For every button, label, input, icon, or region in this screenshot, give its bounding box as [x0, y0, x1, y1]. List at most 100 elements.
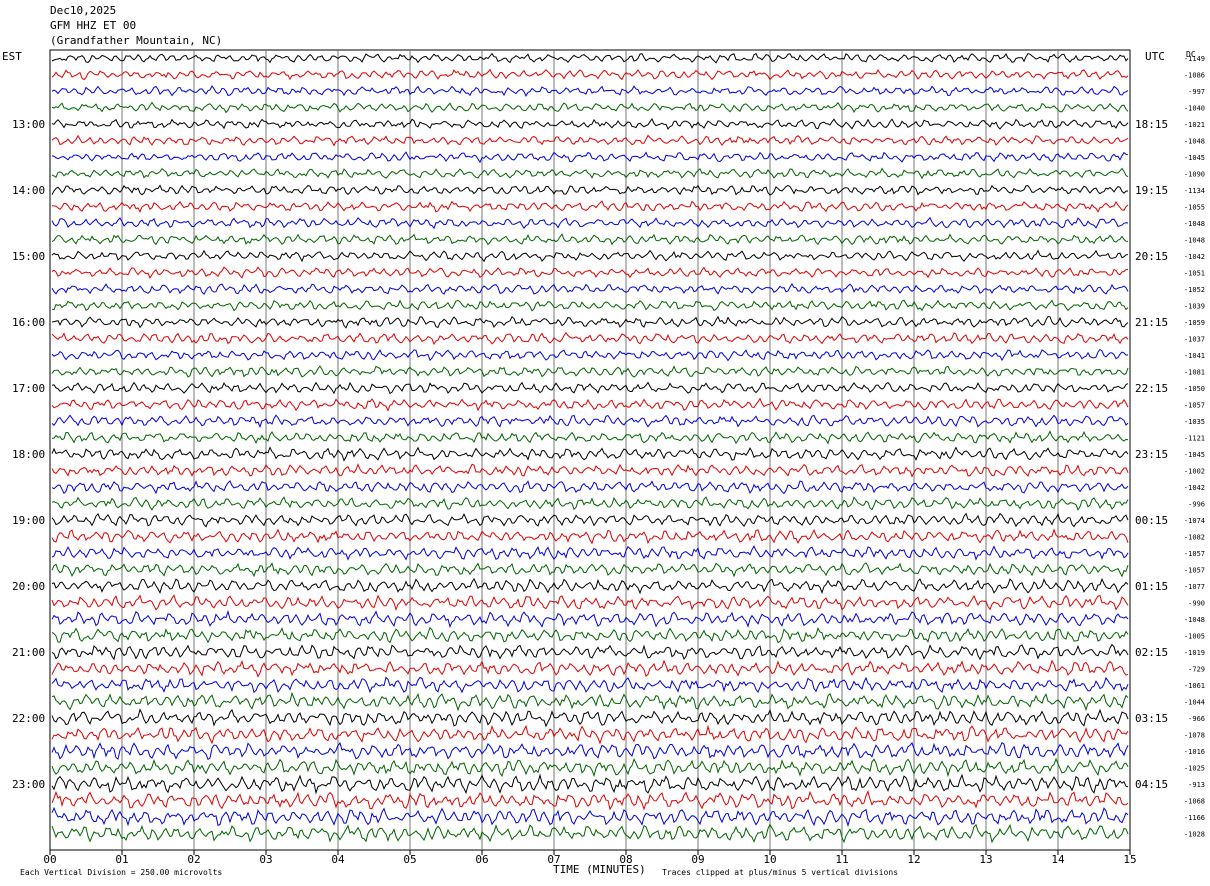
trace-line: [51, 184, 1129, 196]
dc-offset-label: -1121: [1184, 435, 1205, 443]
trace-line: [51, 134, 1129, 147]
dc-offset-label: -729: [1188, 666, 1205, 674]
trace-line: [51, 397, 1129, 412]
x-tick-label: 15: [1123, 853, 1136, 866]
trace-line: [51, 151, 1129, 164]
trace-line: [51, 233, 1129, 246]
trace-line: [51, 562, 1129, 578]
trace-line: [51, 823, 1129, 844]
trace-line: [52, 430, 1129, 445]
dc-offset-label: -1057: [1184, 550, 1205, 558]
dc-offset-label: -1002: [1184, 468, 1205, 476]
x-tick-label: 14: [1051, 853, 1065, 866]
trace-line: [51, 167, 1129, 180]
x-tick-label: 09: [691, 853, 704, 866]
x-tick-label: 08: [619, 853, 632, 866]
trace-line: [51, 315, 1129, 329]
trace-line: [51, 757, 1129, 778]
dc-offset-label: -990: [1188, 600, 1205, 608]
trace-line: [51, 216, 1129, 230]
left-hour-label: 15:00: [12, 250, 45, 263]
right-hour-label: 00:15: [1135, 514, 1168, 527]
x-tick-label: 13: [979, 853, 992, 866]
dc-offset-label: -1082: [1184, 534, 1205, 542]
plot-frame: [49, 49, 1131, 851]
dc-offset-label: -1019: [1184, 649, 1205, 657]
dc-offset-label: -913: [1188, 781, 1205, 789]
right-hour-label: 19:15: [1135, 184, 1168, 197]
trace-line: [51, 200, 1129, 213]
dc-offset-label: -1149: [1184, 55, 1205, 63]
dc-offset-label: -1021: [1184, 121, 1205, 129]
trace-line: [51, 381, 1129, 395]
dc-offset-label: -966: [1188, 715, 1205, 723]
trace-line: [51, 691, 1129, 712]
dc-offset-label: -1055: [1184, 204, 1205, 212]
trace-line: [51, 299, 1129, 312]
dc-label: DC: [1186, 50, 1196, 59]
trace-line: [51, 101, 1129, 114]
dc-offset-label: -1037: [1184, 336, 1205, 344]
x-tick-label: 05: [403, 853, 416, 866]
right-hour-label: 22:15: [1135, 382, 1168, 395]
trace-line: [51, 545, 1129, 561]
x-tick-label: 00: [43, 853, 56, 866]
dc-offset-label: -1035: [1184, 418, 1205, 426]
trace-line: [51, 708, 1129, 728]
right-hour-label: 23:15: [1135, 448, 1168, 461]
x-tick-label: 03: [259, 853, 272, 866]
trace-line: [51, 249, 1129, 263]
dc-offset-label: -1134: [1184, 187, 1205, 195]
location-label: (Grandfather Mountain, NC): [50, 34, 223, 47]
dc-offset-label: -1086: [1184, 72, 1205, 80]
right-hour-label: 20:15: [1135, 250, 1168, 263]
trace-line: [51, 790, 1129, 811]
dc-offset-label: -1005: [1184, 633, 1205, 641]
station-label: GFM HHZ ET 00: [50, 19, 137, 32]
trace-line: [51, 577, 1129, 595]
dc-offset-label: -1077: [1184, 583, 1205, 591]
dc-offset-label: -1042: [1184, 253, 1205, 261]
dc-offset-label: -1016: [1184, 748, 1205, 756]
x-tick-label: 02: [187, 853, 200, 866]
x-tick-label: 01: [115, 853, 128, 866]
dc-offset-label: -1051: [1184, 270, 1205, 278]
dc-offset-label: -1042: [1184, 484, 1205, 492]
trace-line: [51, 512, 1129, 528]
x-tick-label: 12: [907, 853, 920, 866]
dc-offset-label: -1040: [1184, 105, 1205, 113]
dc-offset-label: -1050: [1184, 385, 1205, 393]
dc-offset-label: -997: [1188, 88, 1205, 96]
left-hour-label: 23:00: [12, 778, 45, 791]
right-timezone-label: UTC: [1145, 50, 1165, 63]
trace-line: [51, 331, 1129, 346]
dc-offset-label: -1039: [1184, 303, 1205, 311]
x-axis-label: TIME (MINUTES): [553, 863, 646, 876]
trace-line: [51, 643, 1129, 661]
left-hour-label: 18:00: [12, 448, 45, 461]
left-hour-label: 17:00: [12, 382, 45, 395]
trace-line: [51, 626, 1129, 644]
dc-offset-label: -1061: [1184, 682, 1205, 690]
trace-line: [51, 85, 1129, 97]
clip-note: Traces clipped at plus/minus 5 vertical …: [662, 868, 899, 877]
left-hour-label: 20:00: [12, 580, 45, 593]
dc-offset-label: -1025: [1184, 765, 1205, 773]
trace-line: [51, 283, 1129, 296]
trace-line: [51, 348, 1129, 362]
trace-line: [51, 463, 1129, 478]
dc-offset-label: -1081: [1184, 369, 1205, 377]
dc-offset-label: -1048: [1184, 138, 1205, 146]
trace-line: [51, 68, 1129, 81]
right-hour-label: 18:15: [1135, 118, 1168, 131]
dc-offset-label: -1166: [1184, 814, 1205, 822]
dc-offset-label: -1048: [1184, 237, 1205, 245]
left-hour-label: 16:00: [12, 316, 45, 329]
right-hour-label: 03:15: [1135, 712, 1168, 725]
right-hour-label: 02:15: [1135, 646, 1168, 659]
trace-line: [51, 676, 1129, 694]
dc-offset-label: -1074: [1184, 517, 1205, 525]
trace-line: [51, 528, 1129, 545]
dc-offset-label: -1045: [1184, 451, 1205, 459]
